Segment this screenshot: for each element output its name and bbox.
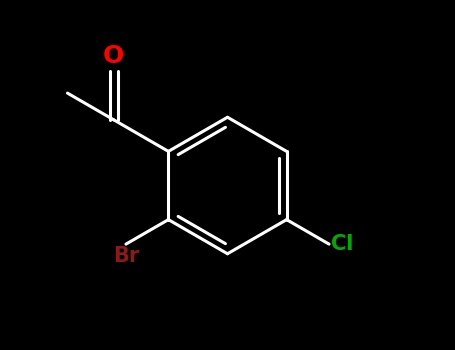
Text: Cl: Cl <box>331 234 353 254</box>
Text: O: O <box>103 44 125 68</box>
Text: Br: Br <box>113 246 139 266</box>
